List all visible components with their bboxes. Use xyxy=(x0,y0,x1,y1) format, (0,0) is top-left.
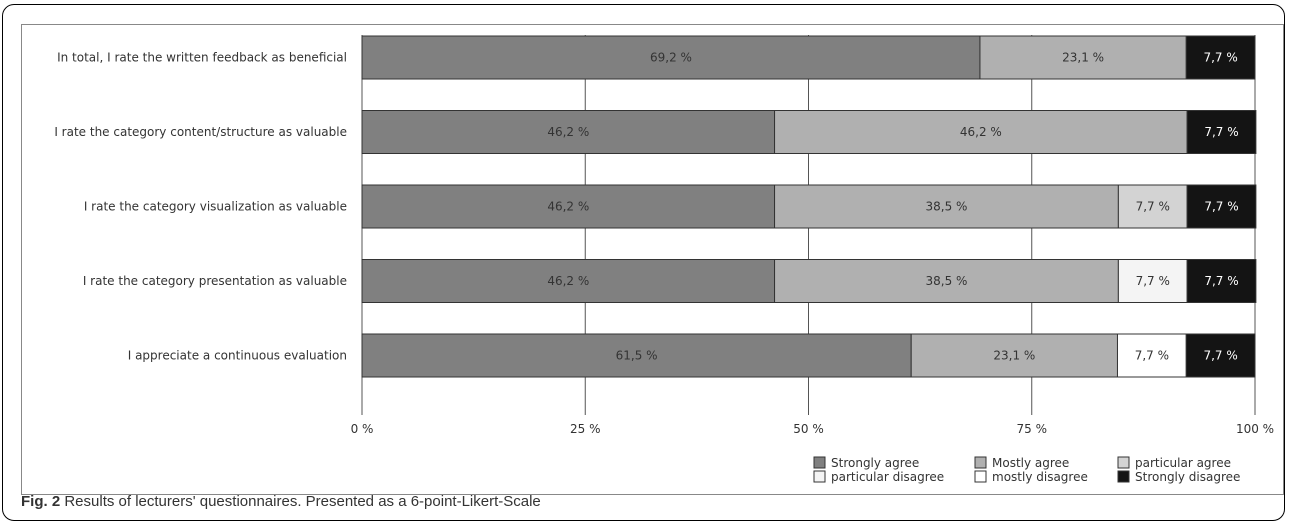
category-label: I rate the category visualization as val… xyxy=(84,200,347,214)
x-tick-label: 0 % xyxy=(351,422,374,436)
legend-swatch xyxy=(974,470,987,483)
bar-segment xyxy=(910,333,1118,378)
legend-swatch xyxy=(974,456,987,469)
data-label: 46,2 % xyxy=(960,125,1002,139)
figure-label: Fig. 2 xyxy=(21,493,61,510)
legend-label: mostly disagree xyxy=(992,470,1088,484)
legend-label: Strongly disagree xyxy=(1135,470,1240,484)
data-label: 7,7 % xyxy=(1136,200,1170,214)
legend-swatch xyxy=(1117,470,1130,483)
legend-swatch xyxy=(813,470,826,483)
category-label: In total, I rate the written feedback as… xyxy=(57,51,347,65)
bar-segment xyxy=(1117,259,1188,303)
caption-text: Results of lecturers' questionnaires. Pr… xyxy=(60,493,541,510)
x-tick-label: 50 % xyxy=(793,422,824,436)
plot-area: 0 % 25 % 50 % 75 % 100 % In total, I rate the… xyxy=(21,24,1284,495)
bar-segment xyxy=(979,35,1187,80)
data-label: 23,1 % xyxy=(993,349,1035,363)
legend-label: Mostly agree xyxy=(992,456,1069,470)
legend-label: Strongly agree xyxy=(831,456,919,470)
bar-segment xyxy=(361,184,776,229)
bar-segment xyxy=(1117,184,1188,229)
legend-label: particular disagree xyxy=(831,470,944,484)
bar-segment xyxy=(1185,35,1256,80)
data-label: 46,2 % xyxy=(547,125,589,139)
bar-segment xyxy=(361,110,776,154)
bar-segment xyxy=(1185,333,1256,378)
bar-segment xyxy=(774,110,1188,154)
data-label: 38,5 % xyxy=(925,274,967,288)
data-label: 61,5 % xyxy=(616,349,658,363)
legend-label: particular agree xyxy=(1135,456,1231,470)
legend-swatch xyxy=(1117,456,1130,469)
figure-frame: 0 % 25 % 50 % 75 % 100 % In total, I rate the… xyxy=(2,4,1285,521)
data-label: 7,7 % xyxy=(1136,274,1170,288)
bar-segment xyxy=(1186,184,1257,229)
bar-segment xyxy=(361,333,912,378)
figure-caption: Fig. 2 Results of lecturers' questionnai… xyxy=(21,493,541,510)
category-label: I rate the category content/structure as… xyxy=(54,125,347,139)
category-label: I rate the category presentation as valu… xyxy=(83,274,347,288)
data-label: 7,7 % xyxy=(1204,200,1238,214)
x-tick-label: 75 % xyxy=(1017,422,1048,436)
x-tick-label: 100 % xyxy=(1236,422,1274,436)
bar-segment xyxy=(361,35,981,80)
stacked-bar-chart: 0 % 25 % 50 % 75 % 100 % In total, I rate the… xyxy=(54,35,1274,484)
bar-segment xyxy=(1116,333,1187,378)
bar-segment xyxy=(361,259,776,303)
data-label: 7,7 % xyxy=(1204,125,1238,139)
data-label: 46,2 % xyxy=(547,274,589,288)
data-label: 7,7 % xyxy=(1203,51,1237,65)
bar-segment xyxy=(1186,259,1257,303)
data-label: 38,5 % xyxy=(925,200,967,214)
data-label: 46,2 % xyxy=(547,200,589,214)
data-label: 23,1 % xyxy=(1062,51,1104,65)
x-tick-label: 25 % xyxy=(570,422,601,436)
bar-segment xyxy=(1186,110,1257,154)
legend-swatch xyxy=(813,456,826,469)
data-label: 7,7 % xyxy=(1135,349,1169,363)
data-label: 7,7 % xyxy=(1204,274,1238,288)
category-label: I appreciate a continuous evaluation xyxy=(128,349,347,363)
data-label: 69,2 % xyxy=(650,51,692,65)
data-label: 7,7 % xyxy=(1203,349,1237,363)
